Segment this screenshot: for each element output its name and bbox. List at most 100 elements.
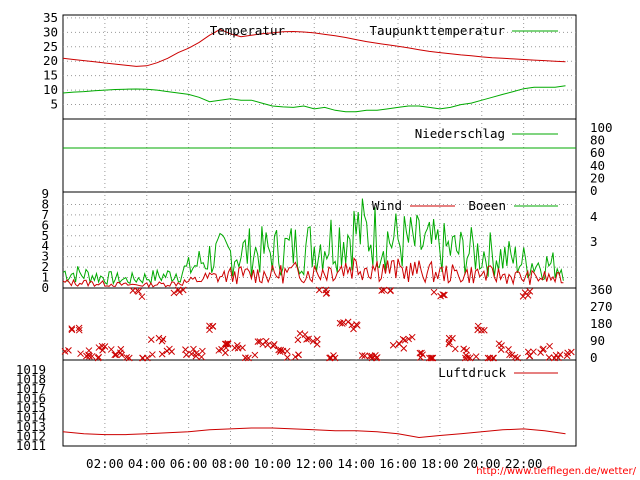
- panel-frame-5: [62, 359, 577, 447]
- wind-direction-point: [540, 345, 547, 353]
- wind-y-tick-label: 4: [41, 238, 49, 253]
- temp-y-tick-label: 20: [43, 53, 58, 68]
- wind-direction-point: [294, 336, 302, 344]
- wind-y-tick-label: 3: [41, 249, 49, 264]
- temp-y-tick-label: 35: [43, 10, 58, 25]
- credit-text: http://www.tiefflegen.de/wetter/: [476, 466, 636, 477]
- wind-direction-point: [68, 326, 76, 334]
- dewpoint-line: [62, 85, 566, 113]
- wind-direction-point: [295, 351, 302, 359]
- wind-direction-point: [474, 326, 482, 334]
- wind-direction-point: [158, 337, 166, 345]
- wind-direction-point: [117, 349, 124, 357]
- x-tick-label: 02:00: [86, 456, 124, 471]
- wind-direction-point: [75, 326, 83, 334]
- wind-direction-point: [489, 354, 497, 362]
- wind-direction-point: [361, 352, 369, 360]
- wind-direction-point: [315, 286, 323, 294]
- wind-direction-point: [309, 337, 317, 345]
- x-tick-label: 22:00: [505, 456, 543, 471]
- x-tick-label: 14:00: [337, 456, 375, 471]
- rain-y-tick-label: 100: [590, 120, 613, 135]
- wind-direction-point: [530, 348, 537, 356]
- wind-direction-point: [419, 351, 426, 359]
- wind-direction-point: [99, 346, 106, 354]
- wind-direction-point: [138, 293, 146, 301]
- wind-direction-point: [427, 354, 435, 362]
- wind-direction-point: [564, 349, 572, 357]
- wind-line: [62, 256, 564, 289]
- wind-direction-point: [417, 354, 424, 361]
- rain-y-tick-label: 20: [590, 170, 605, 185]
- wind-direction-point: [340, 319, 347, 326]
- wind-direction-point: [94, 354, 102, 362]
- wind-direction-point: [451, 345, 459, 353]
- wind-direction-point: [112, 351, 120, 359]
- wind-direction-point: [192, 349, 200, 357]
- pressure-y-tick-label: 1017: [16, 381, 46, 396]
- wind-direction-point: [326, 354, 333, 362]
- wind-direction-point: [283, 347, 291, 355]
- wind-y-tick-label: 8: [41, 196, 49, 211]
- wind-direction-point: [400, 344, 408, 352]
- temperature-line: [62, 28, 566, 67]
- wind-direction-point: [149, 351, 156, 358]
- wind-direction-point: [224, 340, 232, 347]
- wind-direction-point: [358, 352, 366, 359]
- wind-direction-point: [129, 287, 137, 294]
- wind-y-tick-label: 7: [41, 207, 49, 222]
- legend-precipitation-label: Niederschlag: [415, 126, 505, 141]
- wind-direction-point: [61, 348, 69, 355]
- wind-direction-point: [221, 340, 229, 348]
- wind-direction-point: [430, 288, 438, 296]
- wind-direction-point: [158, 350, 166, 358]
- wind-direction-point: [519, 293, 527, 300]
- wind-direction-point: [241, 354, 249, 362]
- rain-y-tick-label: 80: [590, 133, 605, 148]
- wind-direction-point: [239, 344, 246, 352]
- pressure-y-tick-label: 1012: [16, 429, 46, 444]
- pressure-y-tick-label: 1019: [16, 362, 46, 377]
- dir-y-tick-label: 90: [590, 333, 605, 348]
- wind-direction-point: [378, 287, 386, 294]
- pressure-y-tick-label: 1013: [16, 419, 46, 434]
- wind-direction-point: [401, 336, 409, 344]
- x-tick-label: 18:00: [421, 456, 459, 471]
- wind-direction-point: [262, 337, 270, 345]
- dir-y-tick-label: 360: [590, 282, 613, 297]
- pressure-y-tick-label: 1011: [16, 438, 46, 453]
- wind-direction-point: [88, 352, 96, 360]
- wind-direction-point: [198, 353, 205, 361]
- temp-y-tick-label: 5: [50, 97, 58, 112]
- wind-direction-point: [472, 353, 480, 360]
- wind-direction-point: [251, 351, 259, 359]
- wind-direction-point: [464, 354, 472, 361]
- wind-direction-point: [313, 340, 321, 348]
- wind-direction-point: [389, 341, 397, 349]
- wind-direction-point: [486, 354, 494, 362]
- wind-direction-point: [405, 335, 413, 343]
- wind-direction-point: [86, 352, 93, 360]
- x-tick-label: 16:00: [379, 456, 417, 471]
- wind-direction-point: [125, 354, 133, 362]
- wind-direction-point: [373, 354, 380, 362]
- pressure-line: [62, 427, 566, 439]
- x-tick-label: 10:00: [254, 456, 292, 471]
- rain-y-tick-label: 40: [590, 158, 605, 173]
- legend-temperature-label: Temperatur: [210, 23, 286, 38]
- wind-direction-point: [545, 354, 553, 361]
- temp-y-tick-label: 30: [43, 24, 58, 39]
- wind-direction-point: [556, 351, 564, 359]
- wind-direction-point: [139, 354, 147, 362]
- x-tick-label: 12:00: [295, 456, 333, 471]
- wind-direction-point: [460, 345, 468, 353]
- dir-y-tick-label: 180: [590, 316, 613, 331]
- legend-wind-label: Wind: [372, 198, 402, 213]
- rain-y-tick-label: 60: [590, 145, 605, 160]
- wind-y-tick-label: 2: [41, 259, 49, 274]
- wind-direction-point: [215, 347, 223, 354]
- wind-y-tick-label: 0: [41, 280, 49, 295]
- wind-direction-point: [101, 343, 109, 350]
- wind-direction-point: [429, 354, 437, 362]
- wind-direction-point: [506, 351, 513, 359]
